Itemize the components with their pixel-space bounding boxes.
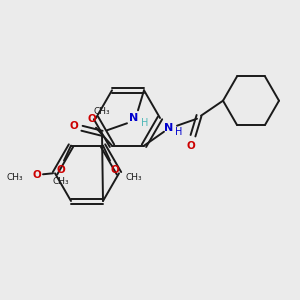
Text: CH₃: CH₃ (6, 173, 23, 182)
Text: CH₃: CH₃ (94, 107, 110, 116)
Text: O: O (57, 165, 65, 175)
Text: CH₃: CH₃ (125, 173, 142, 182)
Text: O: O (70, 121, 78, 131)
Text: N: N (129, 113, 139, 123)
Text: CH₃: CH₃ (53, 177, 69, 186)
Text: H: H (175, 127, 183, 137)
Text: O: O (187, 141, 195, 151)
Text: N: N (164, 123, 174, 133)
Text: H: H (141, 118, 149, 128)
Text: O: O (111, 165, 119, 175)
Text: O: O (88, 114, 96, 124)
Text: O: O (33, 170, 41, 180)
